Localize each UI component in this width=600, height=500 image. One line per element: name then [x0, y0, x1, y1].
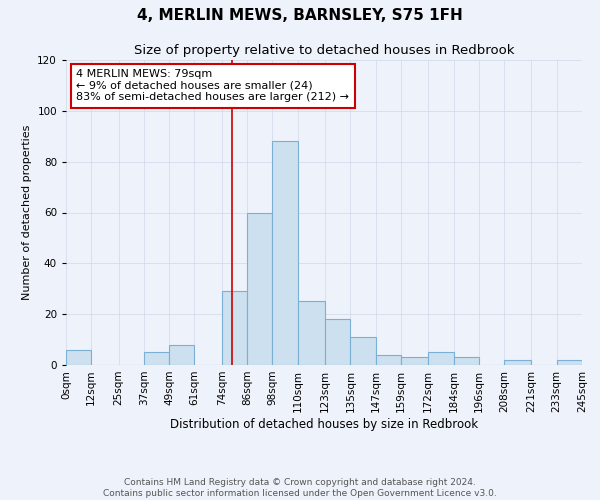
Title: Size of property relative to detached houses in Redbrook: Size of property relative to detached ho… [134, 44, 514, 58]
Y-axis label: Number of detached properties: Number of detached properties [22, 125, 32, 300]
Text: 4 MERLIN MEWS: 79sqm
← 9% of detached houses are smaller (24)
83% of semi-detach: 4 MERLIN MEWS: 79sqm ← 9% of detached ho… [76, 69, 349, 102]
Bar [222, 292, 247, 365]
Bar [376, 355, 401, 365]
Bar [454, 358, 479, 365]
Bar [272, 142, 298, 365]
Bar [504, 360, 532, 365]
Bar [144, 352, 169, 365]
Bar [169, 344, 194, 365]
Bar [247, 212, 272, 365]
Bar [401, 358, 428, 365]
X-axis label: Distribution of detached houses by size in Redbrook: Distribution of detached houses by size … [170, 418, 478, 430]
Bar [557, 360, 582, 365]
Bar [325, 320, 350, 365]
Bar [298, 302, 325, 365]
Bar [66, 350, 91, 365]
Bar [350, 337, 376, 365]
Text: Contains HM Land Registry data © Crown copyright and database right 2024.
Contai: Contains HM Land Registry data © Crown c… [103, 478, 497, 498]
Bar [428, 352, 454, 365]
Text: 4, MERLIN MEWS, BARNSLEY, S75 1FH: 4, MERLIN MEWS, BARNSLEY, S75 1FH [137, 8, 463, 22]
